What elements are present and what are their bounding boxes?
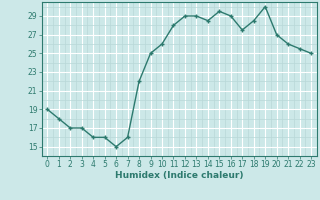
X-axis label: Humidex (Indice chaleur): Humidex (Indice chaleur) bbox=[115, 171, 244, 180]
